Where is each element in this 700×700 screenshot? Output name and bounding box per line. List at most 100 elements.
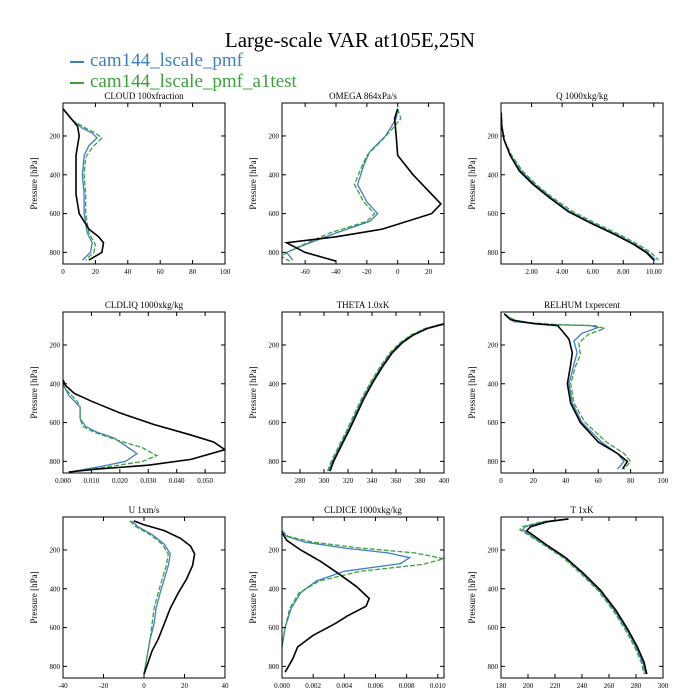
- x-tick-label: 60: [595, 477, 603, 485]
- series-line-2: [282, 108, 402, 262]
- x-tick-label: 60: [157, 268, 165, 276]
- x-tick-label: 0: [142, 682, 146, 690]
- y-tick-label: 800: [269, 249, 280, 257]
- series-line-2: [282, 530, 444, 648]
- legend-label-2: cam144_lscale_pmf_a1test: [90, 71, 297, 92]
- series-line-3: [329, 323, 444, 472]
- y-tick-label: 400: [50, 171, 61, 179]
- panel-title: CLDLIQ 1000xkg/kg: [105, 300, 184, 310]
- x-tick-label: 10.00: [646, 268, 662, 276]
- series-line-2: [501, 112, 659, 261]
- series-line-2: [63, 108, 103, 261]
- series-line-1: [501, 112, 656, 261]
- series-line-1: [285, 108, 399, 261]
- series-line-2: [63, 383, 159, 472]
- plot-frame: [62, 516, 226, 679]
- x-tick-label: 20: [530, 477, 538, 485]
- x-tick-label: -60: [300, 268, 310, 276]
- y-tick-label: 800: [269, 458, 280, 466]
- series-line-3: [525, 518, 648, 675]
- y-tick-label: 600: [50, 419, 61, 427]
- y-axis-label: Pressure [hPa]: [467, 571, 477, 623]
- legend-label-1: cam144_lscale_pmf: [90, 50, 244, 71]
- y-tick-label: 400: [488, 585, 499, 593]
- x-tick-label: 0.008: [399, 682, 415, 690]
- series-line-2: [503, 313, 632, 470]
- x-tick-label: 0.050: [197, 477, 213, 485]
- y-tick-label: 200: [50, 341, 61, 349]
- x-tick-label: 300: [658, 682, 669, 690]
- x-tick-label: 0: [499, 477, 503, 485]
- series-line-3: [63, 108, 105, 261]
- y-tick-label: 600: [50, 210, 61, 218]
- panel-1: CLOUD 100xfraction Pressure [hPa] 0 20 40 60 8…: [29, 91, 231, 276]
- panel-4: CLDLIQ 1000xkg/kg Pressure [hPa] 0.000 0.01…: [29, 300, 226, 485]
- x-tick-label: 0.040: [169, 477, 185, 485]
- x-tick-label: 100: [658, 477, 669, 485]
- y-tick-label: 200: [50, 546, 61, 554]
- series-line-1: [282, 530, 412, 648]
- series-line-3: [63, 379, 225, 473]
- y-tick-label: 400: [488, 380, 499, 388]
- series-line-3: [282, 532, 371, 673]
- plot-frame: [62, 311, 226, 474]
- y-tick-label: 200: [50, 132, 61, 140]
- x-tick-label: -20: [99, 682, 109, 690]
- x-tick-label: 80: [189, 268, 197, 276]
- panel-5: THETA 1.0xK Pressure [hPa] 280 300 320 340 360…: [248, 300, 450, 485]
- panel-title: U 1xm/s: [129, 505, 160, 515]
- y-tick-label: 600: [488, 624, 499, 632]
- x-tick-label: 180: [496, 682, 507, 690]
- x-tick-label: 0.000: [55, 477, 71, 485]
- x-tick-label: -20: [362, 268, 372, 276]
- series-line-1: [328, 322, 444, 472]
- x-tick-label: 0: [61, 268, 65, 276]
- y-tick-label: 200: [269, 132, 280, 140]
- x-tick-label: 380: [415, 477, 426, 485]
- x-tick-label: 6.00: [587, 268, 600, 276]
- x-tick-label: 0: [396, 268, 400, 276]
- y-tick-label: 600: [488, 210, 499, 218]
- x-tick-label: 0.030: [140, 477, 156, 485]
- y-tick-label: 400: [269, 380, 280, 388]
- series-line-2: [129, 520, 169, 675]
- x-tick-label: 0.002: [305, 682, 321, 690]
- legend-entry-2: cam144_lscale_pmf_a1test: [70, 71, 297, 93]
- y-axis-label: Pressure [hPa]: [248, 571, 258, 623]
- x-tick-label: 360: [391, 477, 402, 485]
- x-tick-label: 100: [220, 268, 231, 276]
- y-tick-label: 800: [50, 458, 61, 466]
- y-tick-label: 600: [50, 624, 61, 632]
- y-axis-label: Pressure [hPa]: [29, 366, 39, 418]
- x-tick-label: 0.004: [336, 682, 352, 690]
- panel-3: Q 1000xkg/kg Pressure [hPa] 2.00 4.00 6.00 8.…: [467, 91, 664, 276]
- panel-title: CLDICE 1000xkg/kg: [324, 505, 402, 515]
- panel-title: T 1xK: [570, 505, 594, 515]
- x-tick-label: 240: [577, 682, 588, 690]
- y-tick-label: 600: [269, 419, 280, 427]
- x-tick-label: 20: [92, 268, 100, 276]
- y-axis-label: Pressure [hPa]: [467, 366, 477, 418]
- y-tick-label: 200: [488, 341, 499, 349]
- panel-title: OMEGA 864xPa/s: [329, 91, 397, 101]
- x-tick-label: -40: [58, 682, 68, 690]
- y-axis-label: Pressure [hPa]: [248, 366, 258, 418]
- x-tick-label: 0.006: [368, 682, 384, 690]
- y-tick-label: 400: [488, 171, 499, 179]
- y-tick-label: 800: [488, 458, 499, 466]
- x-tick-label: 300: [319, 477, 330, 485]
- plot-frame: [500, 311, 664, 474]
- y-tick-label: 800: [488, 663, 499, 671]
- y-tick-label: 800: [269, 663, 280, 671]
- y-tick-label: 400: [269, 585, 280, 593]
- series-line-3: [133, 520, 196, 675]
- series-line-1: [131, 520, 171, 675]
- x-tick-label: 20: [425, 268, 433, 276]
- x-tick-label: 0.010: [84, 477, 100, 485]
- panel-7: U 1xm/s Pressure [hPa] -40 -20 0 20 40 200 400 60…: [29, 505, 229, 690]
- y-tick-label: 800: [488, 249, 499, 257]
- panel-title: THETA 1.0xK: [337, 300, 390, 310]
- series-line-3: [283, 108, 443, 262]
- x-tick-label: 0.000: [274, 682, 290, 690]
